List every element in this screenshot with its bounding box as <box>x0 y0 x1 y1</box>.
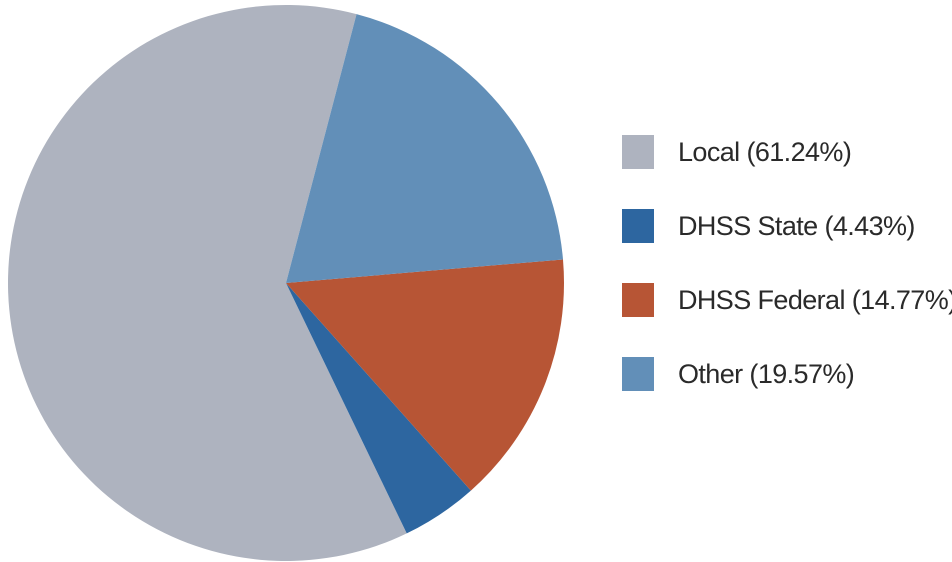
legend-label: Local (61.24%) <box>678 136 852 167</box>
pie-slices <box>7 5 564 562</box>
legend-swatch <box>622 283 654 317</box>
legend: Local (61.24%) DHSS State (4.43%) DHSS Fed… <box>622 135 952 431</box>
pie-slice-1 <box>286 283 471 534</box>
legend-swatch <box>622 209 654 243</box>
legend-swatch <box>622 357 654 391</box>
pie-slice-0 <box>7 5 407 562</box>
pie-slice-3 <box>286 14 563 283</box>
legend-item: Other (19.57%) <box>622 357 947 391</box>
pie-slice-2 <box>286 259 564 491</box>
legend-item: DHSS Federal (14.77%) <box>622 283 952 317</box>
legend-item: Local (61.24%) <box>622 135 947 169</box>
legend-item: DHSS State (4.43%) <box>622 209 947 243</box>
legend-label: Other (19.57%) <box>678 358 855 389</box>
legend-label: DHSS Federal (14.77%) <box>678 284 952 315</box>
legend-swatch <box>622 135 654 169</box>
legend-label: DHSS State (4.43%) <box>678 210 915 241</box>
